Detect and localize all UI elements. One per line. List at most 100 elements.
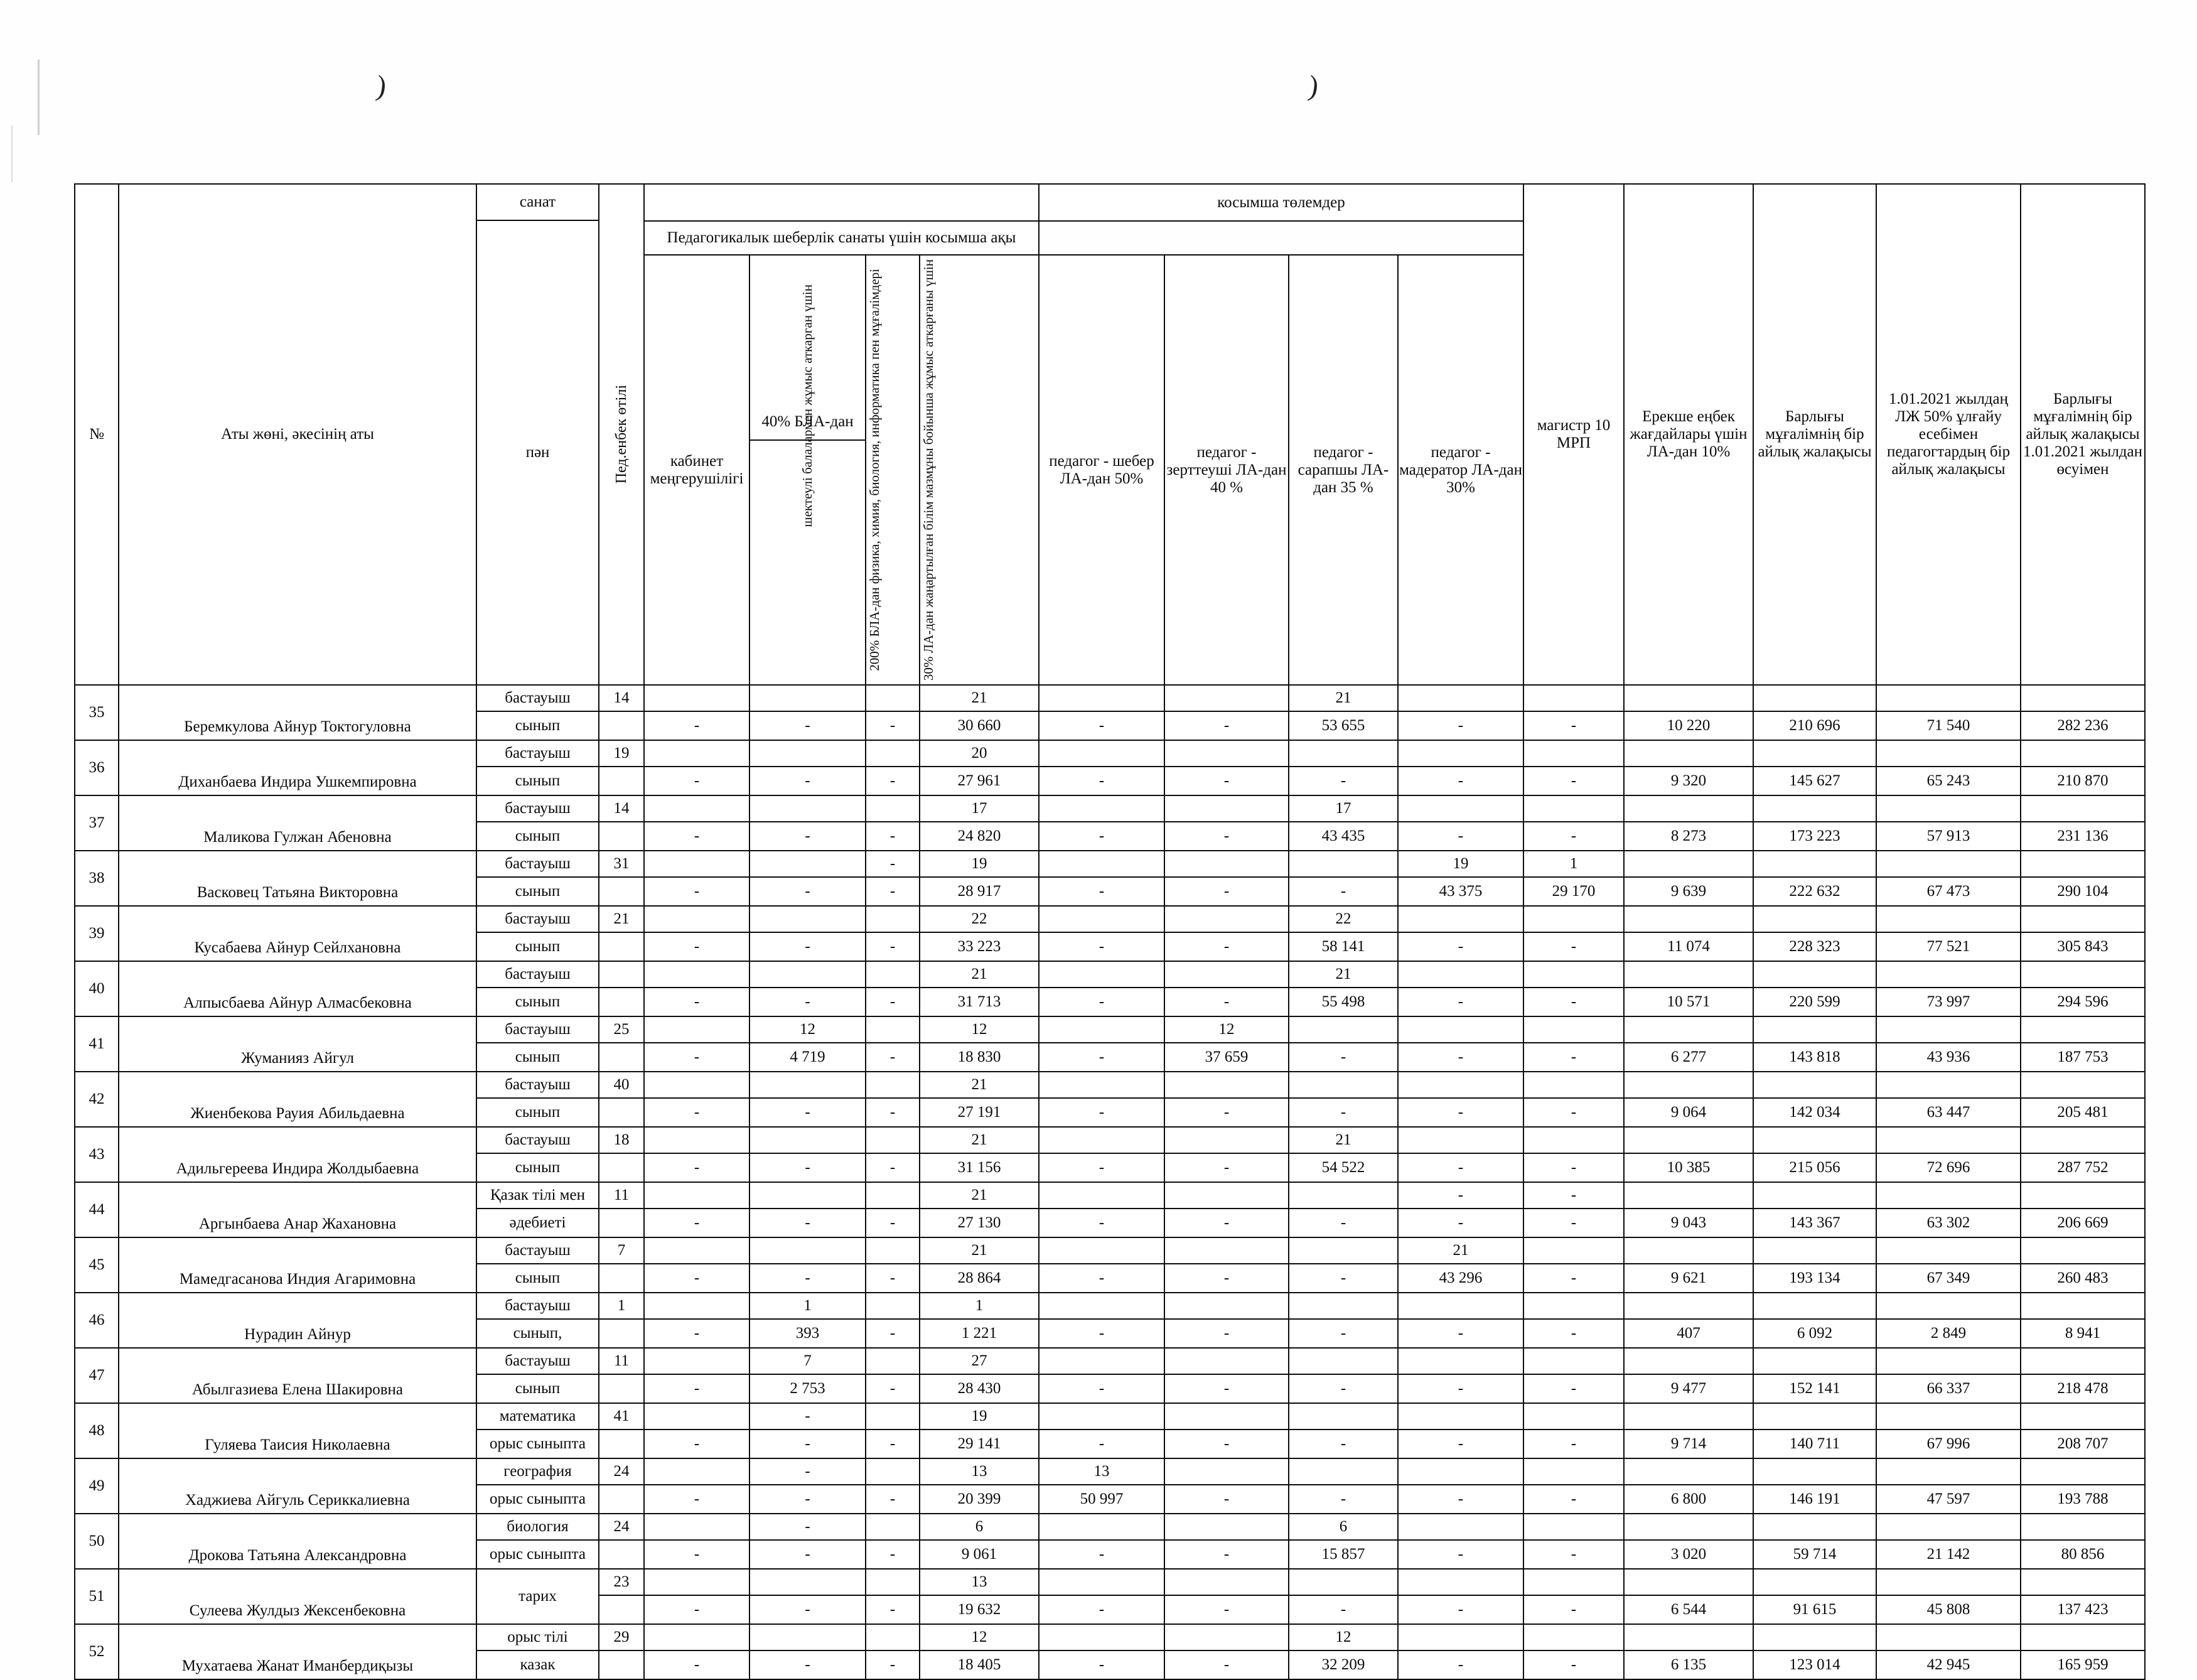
cell-magistr-count [1523, 961, 1625, 989]
cell-pedagog-sheber-count [1038, 1568, 1165, 1597]
table-row: сынып, -393-1 221- - - - -407 6 092 2 849 8 941 [75, 1318, 2146, 1349]
group-header-kosymsha: косымша төлемдер [1039, 183, 1524, 220]
cell-pedagog-maderator-amount: 43 375 [1397, 876, 1525, 907]
cell-kabinet-amount: - [643, 1097, 750, 1128]
cell-pedagog-sarapshy-count: 21 [1288, 684, 1399, 713]
cell-lj-2021-count [1876, 1513, 2022, 1541]
cell-pedagog-zerttushi-count [1164, 850, 1289, 878]
cell-pedagog-sarapshy-count: 21 [1288, 1126, 1399, 1155]
table-row: сынып - - -31 156- -54 522- -10 385 215 056 72 … [75, 1153, 2146, 1183]
subject-sanat: бастауыш [476, 740, 599, 768]
cell-lj-2021-count [1876, 1292, 2022, 1320]
cell-la30-amount: 28 430 [919, 1374, 1039, 1404]
cell-pedagog-maderator-amount: - [1397, 987, 1525, 1018]
cell-pedagog-zerttushi-amount: - [1164, 987, 1289, 1018]
cell-la30-amount: 18 830 [919, 1042, 1039, 1073]
cell-bla40-count [749, 1182, 866, 1210]
cell-barlygy-osuimen-count [2020, 1347, 2146, 1376]
cell-pedagog-sarapshy-count: 22 [1288, 905, 1399, 934]
cell-bla40-amount: - [749, 932, 866, 962]
cell-bla40-count: 7 [749, 1347, 866, 1376]
cell-erekshe-count [1623, 1182, 1754, 1210]
cell-barlygy-osuimen-amount: 210 870 [2020, 766, 2146, 797]
table-body: 35 Беремкулова Айнур Токтогуловна бастауыш… [74, 684, 2146, 1680]
subject-sanat: бастауыш [476, 1292, 599, 1320]
teacher-name: Нурадин Айнур [118, 1292, 477, 1349]
cell-erekshe-count [1623, 1513, 1754, 1541]
cell-barlygy-ailyk-count [1753, 1292, 1877, 1320]
cell-pedagog-zerttushi-count [1164, 1623, 1289, 1652]
cell-bla40-amount: - [749, 1097, 866, 1128]
cell-kabinet-count [643, 1292, 750, 1320]
cell-barlygy-osuimen-count [2020, 1458, 2146, 1486]
cell-erekshe-count [1623, 1403, 1754, 1431]
table-row: сынып -2 753-28 430- - - - -9 477 152 141 66 33… [75, 1374, 2146, 1404]
table-row: сынып - - -31 713- -55 498- -10 571 220 599 73 … [75, 987, 2146, 1018]
cell-barlygy-osuimen-count [2020, 684, 2146, 713]
cell-pedagog-sheber-count [1038, 1126, 1165, 1155]
teacher-name: Мухатаева Жанат Иманбердиқызы [118, 1623, 477, 1680]
cell-pedagog-sarapshy-count [1288, 1016, 1399, 1044]
cell-kabinet-count [643, 684, 750, 713]
cell-bla200-amount: - [865, 876, 920, 907]
cell-pedagog-sheber-amount: - [1038, 1539, 1165, 1570]
cell-kabinet-amount: - [643, 1208, 750, 1239]
table-row: сынып - - -33 223- -58 141- -11 074 228 323 77 … [75, 932, 2146, 962]
cell-barlygy-osuimen-count [2020, 1237, 2146, 1265]
cell-pedagog-maderator-count [1397, 1623, 1525, 1652]
cell-bla40-amount: - [749, 987, 866, 1018]
cell-la30-amount: 33 223 [919, 932, 1039, 962]
cell-kabinet-amount: - [643, 932, 750, 962]
cell-bla200-count [865, 795, 920, 823]
cell-pedagog-zerttushi-count [1164, 740, 1289, 768]
cell-pedagog-sarapshy-count [1288, 1237, 1399, 1265]
cell-lj-2021-count [1876, 1016, 2022, 1044]
cell-barlygy-osuimen-amount: 165 959 [2020, 1650, 2146, 1680]
col-header-pedagog-sarapshy: педагог - сарапшы ЛА-дан 35 % [1288, 254, 1399, 686]
cell-kabinet-count [643, 1126, 750, 1155]
cell-pedagog-sheber-amount: - [1038, 1595, 1165, 1625]
cell-magistr-amount: - [1523, 1539, 1625, 1570]
cell-barlygy-osuimen-amount: 231 136 [2020, 821, 2146, 852]
col-header-sanat: санат [476, 183, 599, 221]
table-row: 44 Аргынбаева Анар Жахановна Қазак тілі ме… [74, 1182, 2146, 1239]
cell-lj-2021-count [1876, 1071, 2022, 1099]
cell-pedagog-maderator-count [1397, 1347, 1525, 1376]
cell-bla40-count: 12 [749, 1016, 866, 1044]
ped-stazh-blank [598, 1484, 645, 1515]
cell-bla200-amount: - [865, 821, 920, 852]
cell-kabinet-amount: - [643, 1429, 750, 1460]
cell-lj-2021-amount: 47 597 [1876, 1484, 2022, 1515]
cell-kabinet-count [643, 1071, 750, 1099]
cell-pedagog-maderator-amount: - [1397, 1097, 1525, 1128]
cell-pedagog-sheber-amount: - [1038, 1097, 1165, 1128]
cell-bla200-amount: - [865, 1153, 920, 1183]
subject-pan: орыс сыныпта [476, 1429, 599, 1460]
cell-erekshe-count [1623, 795, 1754, 823]
table-row: сынып - - -28 864- - -43 296-9 621 193 134 67 3… [75, 1263, 2146, 1294]
cell-kabinet-count [643, 1513, 750, 1541]
cell-magistr-amount: - [1523, 1208, 1625, 1239]
cell-pedagog-sarapshy-amount: 15 857 [1288, 1539, 1399, 1570]
cell-erekshe-count [1623, 740, 1754, 768]
subject-sanat: бастауыш [476, 1016, 599, 1044]
teacher-name: Беремкулова Айнур Токтогуловна [118, 684, 477, 741]
cell-pedagog-sarapshy-amount: 43 435 [1288, 821, 1399, 852]
cell-kabinet-amount: - [643, 876, 750, 907]
cell-barlygy-osuimen-amount: 187 753 [2020, 1042, 2146, 1073]
cell-barlygy-ailyk-amount: 140 711 [1753, 1429, 1877, 1460]
cell-barlygy-ailyk-amount: 123 014 [1753, 1650, 1877, 1680]
cell-bla200-amount: - [865, 1539, 920, 1570]
cell-pedagog-sarapshy-amount: - [1288, 766, 1399, 797]
cell-barlygy-ailyk-amount: 215 056 [1753, 1153, 1877, 1183]
cell-bla40-amount: - [749, 1539, 866, 1570]
cell-barlygy-ailyk-count [1753, 905, 1877, 934]
col-header-erekshe: Ерекше еңбек жағдайлары үшін ЛА-дан 10% [1623, 183, 1754, 686]
cell-lj-2021-count [1876, 1403, 2022, 1431]
cell-pedagog-sheber-count [1038, 1237, 1165, 1265]
cell-barlygy-osuimen-amount: 193 788 [2020, 1484, 2146, 1515]
cell-magistr-count [1523, 1237, 1625, 1265]
row-number: 40 [74, 961, 119, 1018]
cell-bla40-count [749, 684, 866, 713]
col-header-magistr: магистр 10 МРП [1523, 183, 1625, 686]
